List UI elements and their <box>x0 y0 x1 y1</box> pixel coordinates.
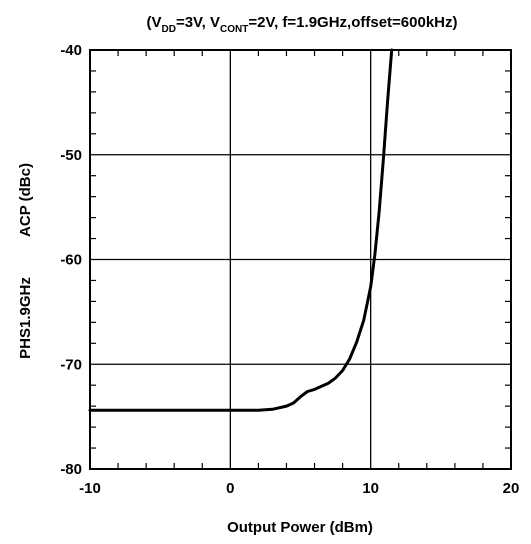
x-axis-title: Output Power (dBm) <box>227 519 373 536</box>
plot-frame <box>89 49 512 470</box>
x-tick-label: 10 <box>362 480 379 497</box>
series-layer <box>88 48 394 412</box>
y-tick-label: -70 <box>60 356 82 373</box>
x-tick-label: 0 <box>226 480 234 497</box>
y-tick-label: -50 <box>60 147 82 164</box>
y-tick-label: -60 <box>60 252 82 269</box>
y-tick-label: -40 <box>60 42 82 59</box>
grid-lines <box>90 50 511 469</box>
y-tick-labels: -80 -70 -60 -50 -40 <box>60 42 82 478</box>
y-tick-label: -80 <box>60 461 82 478</box>
chart-title: (VDD=3V, VCONT=2V, f=1.9GHz,offset=600kH… <box>146 14 457 35</box>
x-tick-label: 20 <box>503 480 520 497</box>
x-tick-label: -10 <box>79 480 101 497</box>
y-axis-title-line1: PHS1.9GHz <box>17 277 34 359</box>
x-tick-labels: -10 0 10 20 <box>79 480 519 497</box>
series-line-0 <box>88 48 394 412</box>
y-axis-title-line2: ACP (dBc) <box>17 163 34 237</box>
